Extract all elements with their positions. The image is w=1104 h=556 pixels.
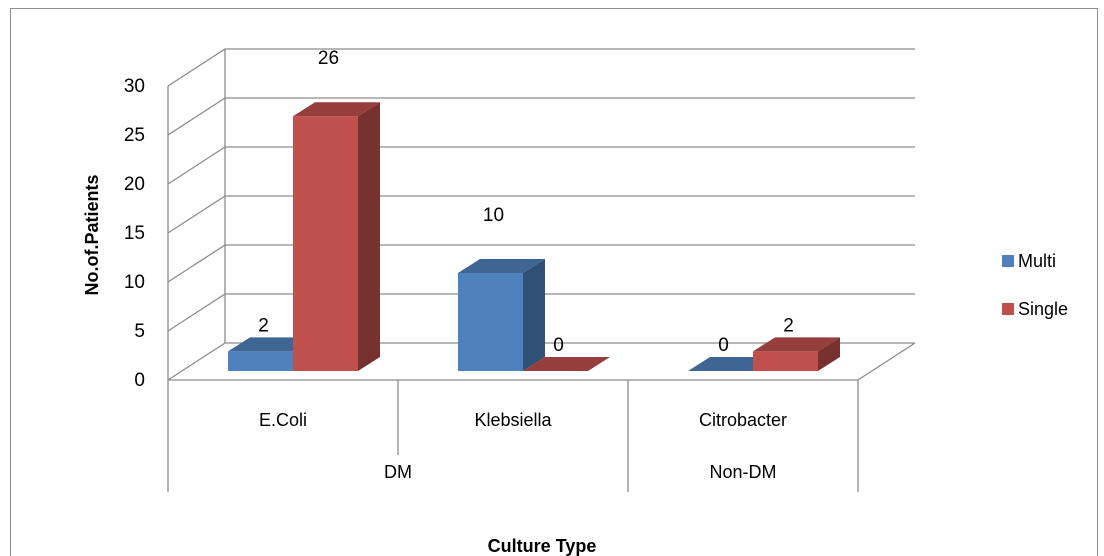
data-label: 26 [318, 48, 339, 69]
y-tick-label: 15 [124, 223, 145, 244]
data-label: 2 [258, 315, 269, 336]
bar-side [358, 102, 380, 371]
legend-label-multi: Multi [1018, 251, 1056, 271]
bar-top [293, 102, 380, 117]
y-axis-title: No.of.Patients [82, 174, 102, 295]
data-label: 2 [783, 315, 794, 336]
gridline [167, 195, 915, 234]
bar-top [523, 357, 610, 371]
bar-side [818, 337, 840, 371]
chart-frame [10, 8, 1098, 556]
bar-single [523, 357, 610, 371]
gridline [167, 244, 915, 283]
x-group-label: DM [384, 462, 412, 482]
bar-side [523, 259, 545, 371]
x-category-label: E.Coli [259, 410, 307, 430]
legend-label-single: Single [1018, 299, 1068, 319]
gridlines [167, 48, 915, 381]
bar-top [458, 259, 545, 273]
y-tick-label: 30 [124, 76, 145, 97]
bar-front [753, 351, 818, 371]
gridline [167, 48, 915, 87]
data-label: 0 [718, 335, 729, 356]
x-axis-title: Culture Type [488, 536, 597, 556]
gridline [167, 293, 915, 332]
data-label: 10 [483, 205, 504, 226]
x-category-label: Klebsiella [474, 410, 552, 430]
gridline [167, 146, 915, 185]
bar-multi [458, 259, 545, 371]
bar-front [293, 116, 358, 371]
labels: 0 5 10 15 20 25 30 2 26 10 0 0 2 E.Coli Klebsiella Citr… [124, 48, 1068, 482]
bars [228, 102, 840, 371]
bar-front [228, 351, 293, 371]
legend-swatch-multi [1002, 255, 1014, 267]
gridline [167, 97, 915, 136]
y-tick-label: 25 [124, 125, 145, 146]
bar-top [753, 337, 840, 352]
data-label: 0 [553, 335, 564, 356]
bar-single [753, 337, 840, 371]
legend-swatch-single [1002, 303, 1014, 315]
bar-front [458, 273, 523, 371]
y-tick-label: 0 [134, 370, 145, 391]
y-tick-label: 5 [134, 321, 145, 342]
y-tick-label: 10 [124, 272, 145, 293]
x-category-label: Citrobacter [699, 410, 787, 430]
x-group-label: Non-DM [709, 462, 776, 482]
y-tick-label: 20 [124, 174, 145, 195]
gridline [167, 342, 915, 381]
bar-single [293, 102, 380, 371]
